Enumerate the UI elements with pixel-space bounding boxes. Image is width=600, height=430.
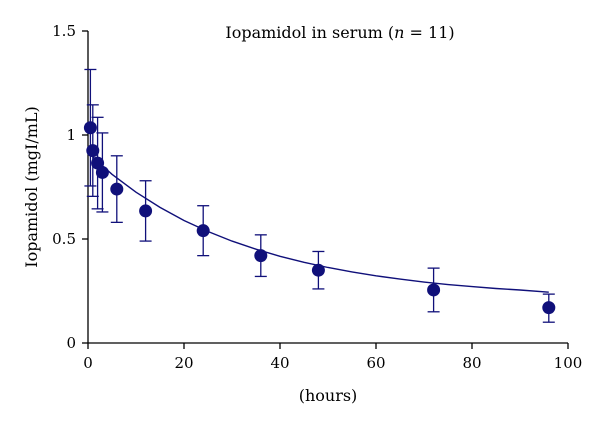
data-point (311, 263, 325, 277)
data-point (254, 249, 268, 263)
y-tick-label: 0.5 (52, 230, 76, 248)
y-tick-label: 1.5 (52, 22, 76, 40)
fit-curve-group (87, 151, 549, 293)
chart-title-prefix: Iopamidol in serum ( (225, 23, 394, 42)
fit-curve-line (87, 151, 549, 293)
y-tick-label: 0 (66, 334, 76, 352)
y-axis-label: Iopamidol (mgI/mL) (22, 106, 41, 268)
chart-title-variable: n (394, 23, 404, 42)
x-tick-label: 0 (83, 354, 93, 372)
data-point (427, 283, 441, 297)
data-point (139, 204, 153, 218)
axes (87, 31, 568, 344)
x-axis-label: (hours) (299, 386, 358, 405)
data-point-group (83, 121, 556, 315)
data-point (196, 224, 210, 238)
y-tick-label: 1 (66, 126, 76, 144)
chart-title: Iopamidol in serum (n = 11) (225, 23, 454, 42)
x-tick-label: 60 (366, 354, 385, 372)
data-point (83, 121, 97, 135)
data-point (86, 144, 100, 158)
y-tick-group: 0 0.5 1 1.5 (52, 22, 88, 352)
x-tick-label: 80 (462, 354, 481, 372)
data-point (542, 301, 556, 315)
x-tick-label: 20 (174, 354, 193, 372)
x-tick-label: 40 (270, 354, 289, 372)
x-tick-label: 100 (554, 354, 583, 372)
x-tick-group: 0 20 40 60 80 100 (83, 343, 582, 372)
data-point (95, 165, 109, 179)
chart-title-suffix: = 11) (404, 23, 454, 42)
error-bar-group (84, 68, 555, 323)
data-point (110, 182, 124, 196)
